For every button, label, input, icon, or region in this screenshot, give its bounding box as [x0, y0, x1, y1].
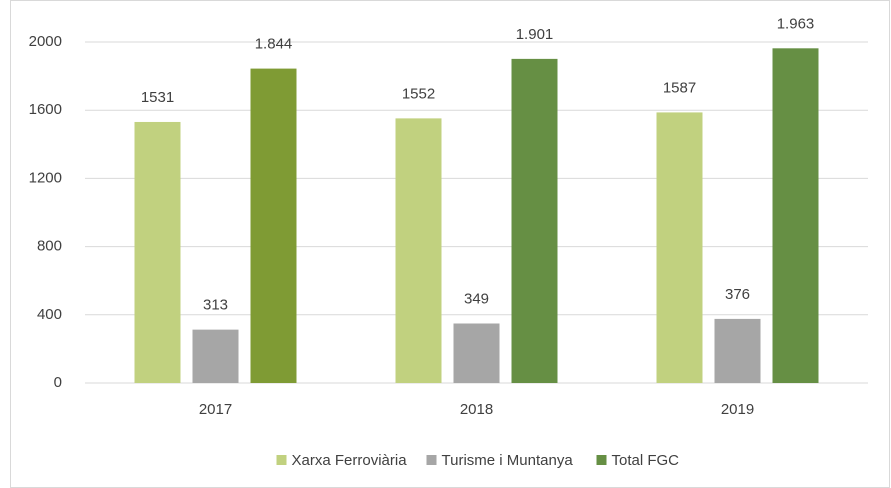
bar	[134, 121, 181, 383]
bar	[714, 318, 761, 383]
legend-swatch	[426, 455, 437, 465]
legend-swatch	[596, 455, 607, 465]
data-label: 1.844	[255, 36, 293, 53]
data-label: 1587	[663, 79, 696, 96]
legend-swatch	[276, 455, 287, 465]
data-label: 1531	[141, 89, 174, 106]
data-label: 1.963	[777, 15, 815, 32]
legend-label: Turisme i Muntanya	[442, 452, 574, 469]
bar	[250, 68, 297, 384]
data-label: 349	[464, 290, 489, 307]
y-tick-label: 800	[37, 238, 62, 255]
x-tick-label: 2018	[460, 401, 493, 418]
x-tick-label: 2017	[199, 401, 232, 418]
data-label: 376	[725, 286, 750, 303]
data-label: 1.901	[516, 26, 554, 43]
bar	[656, 112, 703, 383]
legend-label: Total FGC	[612, 452, 680, 469]
legend-label: Xarxa Ferroviària	[292, 452, 408, 469]
bar	[395, 118, 442, 383]
data-label: 1552	[402, 85, 435, 102]
y-tick-label: 400	[37, 306, 62, 323]
y-tick-label: 0	[54, 374, 62, 391]
y-tick-label: 1600	[29, 101, 62, 118]
data-label: 313	[203, 297, 228, 314]
bar	[511, 58, 558, 383]
bar	[772, 48, 819, 383]
bar	[192, 329, 239, 383]
y-tick-label: 1200	[29, 169, 62, 186]
bar	[453, 323, 500, 383]
x-tick-label: 2019	[721, 401, 754, 418]
y-tick-label: 2000	[29, 33, 62, 50]
